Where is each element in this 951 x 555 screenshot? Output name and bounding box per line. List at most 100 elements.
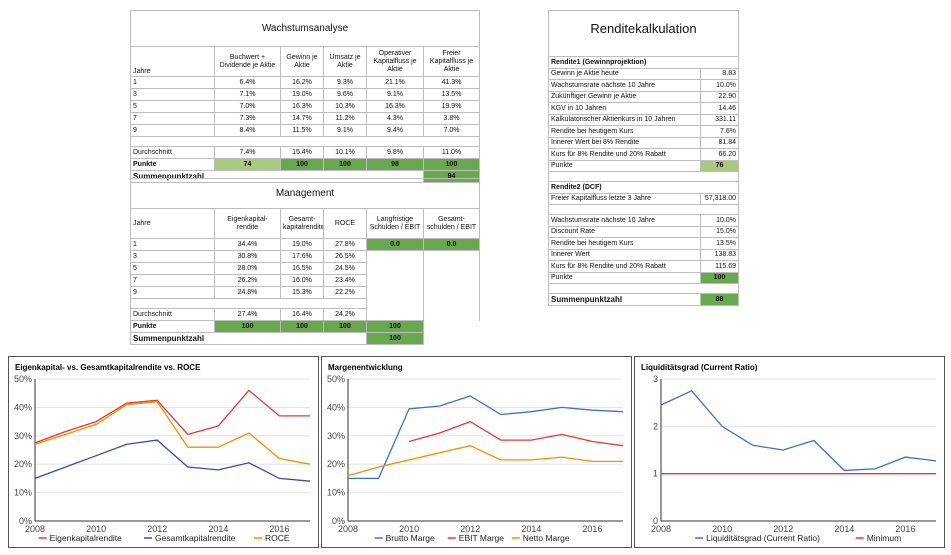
wachstum-header: Jahre [130,46,215,77]
rendite-row: Wachstumsrate nächste 10 Jahre 10.0% [548,79,740,92]
x-tick-label: 2010 [86,524,106,534]
wachstum-cell: 3.8% [422,112,481,125]
current-ratio-chart: Liquiditätsgrad (Current Ratio) 0 1 2 3 2008 2… [634,356,945,548]
y-tick-label: 30% [14,431,32,441]
management-avg-cell: Durchschnitt [130,308,215,321]
series-line-1 [34,439,311,482]
wachstum-title: Wachstumsanalyse [129,10,481,47]
wachstum-cell: 11.2% [323,112,367,125]
rendite-label: Gewinn je Aktie heute [548,67,701,80]
management-header: Gesamt-kapitalrendite [280,208,324,239]
management-row: 7 26.2% 16.0% 23.4% [130,274,480,287]
rendite-row: Zukünftiger Gewinn je Aktie 22.90 [548,90,740,103]
rendite-label: Wachstumsrate nächste 10 Jahre [548,214,701,227]
x-tick-label: 2016 [895,524,915,534]
management-empty [366,308,424,321]
x-tick-label: 2008 [338,524,358,534]
management-empty [423,308,480,321]
management-row: 1 34.4% 19.0% 27.8% 0.0 0.0 [130,238,480,251]
rendite-label: Kalkulatorischer Aktienkurs in 10 Jahren [548,113,701,126]
legend-label: Eigenkapitalrendite [50,533,123,543]
management-cell: 3 [130,250,215,263]
rendite-sum-value: 88 [699,293,740,306]
management-cell: 26.2% [214,274,281,287]
rendite-label: Rendite bei heutigem Kurs [548,237,701,250]
x-tick-label: 2012 [460,524,480,534]
x-tick-label: 2010 [712,524,732,534]
rendite-value: 7.6% [699,125,740,138]
management-cell: 26.5% [323,250,367,263]
management-empty [366,250,424,263]
management-cell: 28.0% [214,262,281,275]
wachstum-header: Umsatz je Aktie [323,46,367,77]
rendite-value: 138.83 [699,248,740,261]
rendite-row: Rendite bei heutigem Kurs 13.5% [548,237,740,250]
x-tick-label: 2010 [399,524,419,534]
legend-label: Liquiditätsgrad (Current Ratio) [706,533,820,543]
y-tick-label: 0% [332,516,345,526]
wachstum-cell: 4.3% [366,112,424,125]
rendite2-title: Rendite2 (DCF) [547,181,740,194]
rendite-label: Zukünftiger Gewinn je Aktie [548,90,701,103]
y-tick-label: 50% [14,374,32,384]
x-tick-label: 2016 [269,524,289,534]
rendite-row: Kalkulatorischer Aktienkurs in 10 Jahren… [548,113,740,126]
wachstum-points-cell: 98 [366,158,424,171]
management-title: Management [130,178,480,209]
wachstum-avg-cell: Durchschnitt [130,146,215,159]
rendite-label: Innerer Wert bei 8% Rendite [548,136,701,149]
rendite-value: 81.84 [699,136,740,149]
wachstum-avg-cell: 15.4% [280,146,324,159]
rendite-row: Gewinn je Aktie heute 8.83 [548,67,740,80]
legend-label: Minimum [867,533,901,543]
current-ratio-chart-svg: Liquiditätsgrad (Current Ratio) 0 1 2 3 2008 2… [641,363,937,543]
legend-label: ROCE [265,533,290,543]
management-header: Langfristige Schulden / EBIT [366,208,424,239]
margin-chart-svg: Margenentwicklung 0% 10% 20% 30% 40% 50% 2008 20… [327,363,624,543]
series-line-0 [348,395,624,480]
rendite-label: Wachstumsrate nächste 10 Jahre [548,79,701,92]
wachstum-cell: 8.4% [214,124,281,137]
y-tick-label: 0 [653,516,658,526]
management-cell: 0.0 [366,238,424,251]
management-cell: 0.0 [423,238,480,251]
management-cell: 9 [130,286,215,299]
margin-chart: Margenentwicklung 0% 10% 20% 30% 40% 50% 2008 20… [321,356,632,548]
y-tick-label: 3 [653,374,658,384]
rendite-label: Kurs für 8% Rendite und 20% Rabatt [548,260,701,273]
rendite-label: Kurs für 8% Rendite und 20% Rabatt [548,148,701,161]
rendite-value: 15.0% [699,225,740,238]
management-cell: 1 [130,238,215,251]
chart-title: Margenentwicklung [328,363,403,372]
series-line-0 [660,390,937,472]
wachstum-header: Buchwert + Dividende je Aktie [214,46,281,77]
management-empty [423,274,480,287]
rendite-label: Freier Kapitalfluss letzte 3 Jahre [548,192,701,205]
rendite-row: Kurs für 8% Rendite und 20% Rabatt 115.69 [548,260,740,273]
rendite-value: 331.11 [699,113,740,126]
wachstum-avg-cell: 7.4% [214,146,281,159]
series-line-2 [34,401,311,465]
legend-label: Gesamtkapitalrendite [155,533,236,543]
rendite-label: Rendite bei heutigem Kurs [548,125,701,138]
rendite-value: 10.0% [699,214,740,227]
x-tick-label: 2012 [773,524,793,534]
wachstum-cell: 9.1% [323,124,367,137]
management-cell: 34.4% [214,238,281,251]
management-points-cell: 100 [280,320,324,333]
wachstum-cell: 7.0% [422,124,481,137]
management-empty [366,262,424,275]
rendite-sum-label: Summenpunktzahl [548,293,701,306]
wachstum-cell: 9.6% [323,88,367,101]
y-tick-label: 40% [14,402,32,412]
legend-label: EBIT Marge [459,533,504,543]
wachstum-cell: 41.3% [422,76,481,89]
wachstum-avg-cell: 11.0% [422,146,481,159]
rendite-label: Discount Rate [548,225,701,238]
management-header: Gesamt-schulden / EBIT [423,208,480,239]
management-cell: 16.0% [280,274,324,287]
wachstum-cell: 3 [130,88,215,101]
y-tick-label: 40% [327,402,345,412]
management-cell: 23.4% [323,274,367,287]
x-tick-label: 2008 [25,524,45,534]
